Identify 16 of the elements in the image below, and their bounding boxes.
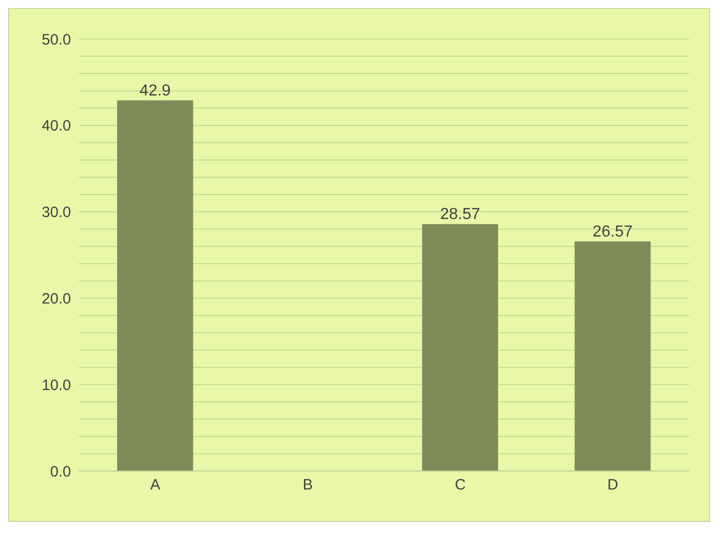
y-tick-label: 40.0 [42,118,71,135]
bar [422,224,498,471]
bar [574,241,651,471]
x-tick-label: A [150,476,160,494]
y-tick-label: 30.0 [42,204,71,222]
data-label: 42.9 [140,82,171,100]
bar [117,100,194,471]
x-tick-label: D [607,476,618,494]
x-tick-label: C [454,476,466,494]
y-tick-label: 20.0 [42,290,71,308]
x-tick-label: B [302,476,313,494]
data-label: 26.57 [592,223,633,240]
y-tick-label: 0.0 [50,463,71,480]
data-label: 28.57 [440,206,480,224]
y-tick-label: 50.0 [42,31,71,48]
y-tick-label: 10.0 [42,376,71,394]
